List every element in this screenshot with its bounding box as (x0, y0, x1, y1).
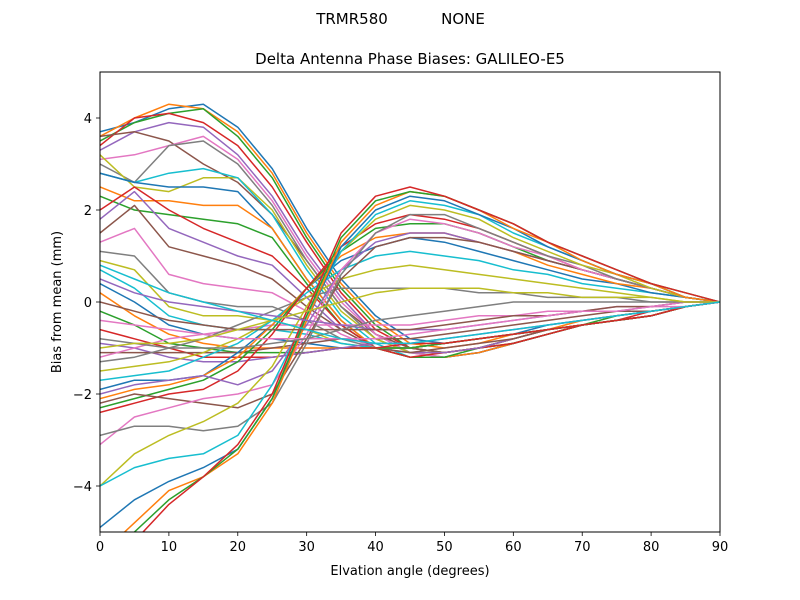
x-tick-label: 30 (298, 540, 315, 555)
x-tick-label: 0 (96, 540, 104, 555)
suptitle-left: TRMR580 (315, 10, 388, 28)
series-line-46 (100, 301, 720, 331)
y-axis-label: Bias from mean (mm) (50, 231, 65, 373)
y-tick-label: 2 (84, 204, 92, 219)
x-tick-label: 10 (161, 540, 178, 555)
x-axis: 0 10 20 30 40 50 60 70 80 90 (96, 532, 728, 555)
series-line-48 (100, 301, 720, 349)
x-tick-label: 40 (367, 540, 384, 555)
y-tick-label: −4 (73, 480, 92, 495)
x-tick-label: 50 (436, 540, 453, 555)
x-tick-label: 20 (230, 540, 247, 555)
series-line-38 (100, 213, 720, 437)
series-line-49 (100, 287, 720, 349)
y-axis: −4 −2 0 2 4 (73, 112, 100, 495)
series-line-47 (100, 301, 720, 340)
series-line-30 (100, 250, 720, 381)
y-tick-label: −2 (73, 388, 92, 403)
y-tick-label: 4 (84, 112, 92, 127)
series-line-50 (100, 264, 720, 345)
series-line-29 (100, 264, 720, 372)
suptitle-right: NONE (441, 10, 485, 28)
x-tick-label: 90 (712, 540, 729, 555)
y-tick-label: 0 (84, 296, 92, 311)
series-line-44 (142, 186, 720, 532)
x-tick-label: 70 (574, 540, 591, 555)
x-tick-label: 80 (643, 540, 660, 555)
series-group (100, 103, 720, 532)
x-tick-label: 60 (505, 540, 522, 555)
chart-title: Delta Antenna Phase Biases: GALILEO-E5 (255, 50, 565, 68)
x-axis-label: Elvation angle (degrees) (330, 564, 489, 579)
